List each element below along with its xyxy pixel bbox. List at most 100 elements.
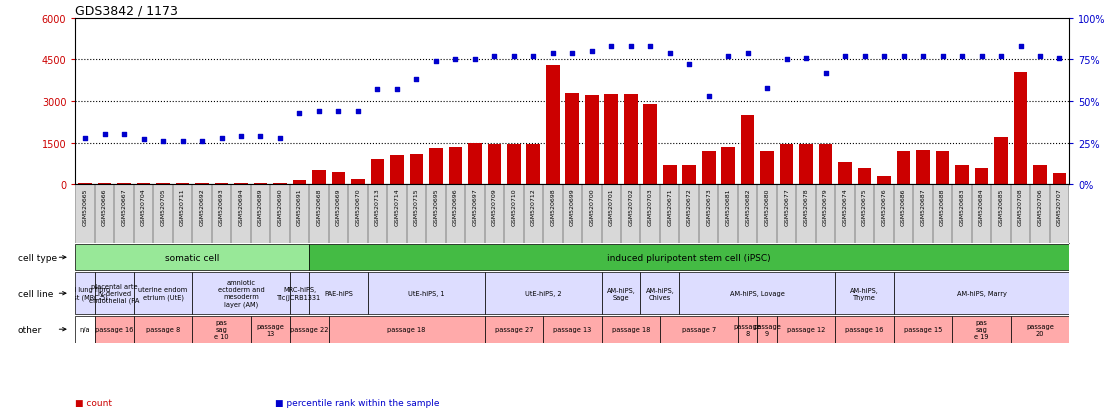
Text: GSM520710: GSM520710 <box>511 188 516 225</box>
Bar <box>484 273 602 314</box>
Text: GSM520674: GSM520674 <box>842 188 848 225</box>
Text: GSM520689: GSM520689 <box>258 188 263 225</box>
Bar <box>1053 174 1066 185</box>
Text: passage 22: passage 22 <box>290 326 328 332</box>
Bar <box>215 183 228 185</box>
Bar <box>835 273 894 314</box>
Text: GSM520706: GSM520706 <box>1037 188 1043 225</box>
Text: induced pluripotent stem cell (iPSC): induced pluripotent stem cell (iPSC) <box>607 253 771 262</box>
Text: GSM520682: GSM520682 <box>746 188 750 225</box>
Point <box>290 110 308 116</box>
Point <box>660 50 678 57</box>
Point <box>622 43 639 50</box>
Text: GSM520700: GSM520700 <box>589 188 594 225</box>
Text: placental arte
ry-derived
endothelial (PA: placental arte ry-derived endothelial (P… <box>89 283 140 304</box>
Bar <box>760 152 774 185</box>
Text: GSM520714: GSM520714 <box>394 188 399 225</box>
Text: somatic cell: somatic cell <box>165 253 219 262</box>
Bar <box>896 152 911 185</box>
Text: GSM520677: GSM520677 <box>784 188 789 225</box>
Bar <box>329 316 484 343</box>
Bar <box>429 149 443 185</box>
Text: AM-hiPS,
Chives: AM-hiPS, Chives <box>646 287 675 300</box>
Point <box>855 54 873 60</box>
Point <box>369 87 387 93</box>
Text: GSM520672: GSM520672 <box>687 188 691 225</box>
Text: fetal lung fibro
blast (MRC-5): fetal lung fibro blast (MRC-5) <box>61 287 110 300</box>
Text: GSM520699: GSM520699 <box>570 188 575 225</box>
Text: GSM520683: GSM520683 <box>960 188 965 225</box>
Text: GSM520698: GSM520698 <box>551 188 555 225</box>
Bar <box>1033 166 1047 185</box>
Point <box>115 132 133 138</box>
Point <box>233 133 250 140</box>
Bar <box>507 145 521 185</box>
Text: GSM520668: GSM520668 <box>317 188 321 225</box>
Point <box>1050 55 1068 62</box>
Bar <box>390 156 403 185</box>
Point <box>992 54 1009 60</box>
Point <box>95 132 113 138</box>
Bar <box>952 316 1010 343</box>
Text: GSM520680: GSM520680 <box>765 188 770 225</box>
Bar <box>605 95 618 185</box>
Point <box>310 108 328 115</box>
Point <box>388 87 406 93</box>
Bar <box>819 145 832 185</box>
Text: passage
20: passage 20 <box>1026 323 1054 336</box>
Text: AM-hiPS,
Sage: AM-hiPS, Sage <box>606 287 635 300</box>
Point <box>778 57 796 64</box>
Text: passage 15: passage 15 <box>904 326 942 332</box>
Text: GSM520679: GSM520679 <box>823 188 828 225</box>
Text: GSM520690: GSM520690 <box>277 188 283 225</box>
Bar <box>449 147 462 185</box>
Bar <box>878 176 891 185</box>
Bar <box>758 316 777 343</box>
Text: passage 18: passage 18 <box>612 326 650 332</box>
Point <box>544 50 562 57</box>
Text: passage 18: passage 18 <box>388 326 425 332</box>
Text: GSM520708: GSM520708 <box>1018 188 1023 225</box>
Text: AM-hiPS, Lovage: AM-hiPS, Lovage <box>730 290 784 297</box>
Point <box>485 54 503 60</box>
Bar <box>936 152 950 185</box>
Bar <box>644 104 657 185</box>
Bar <box>799 145 813 185</box>
Text: passage 16: passage 16 <box>95 326 133 332</box>
Point <box>1012 43 1029 50</box>
Bar <box>894 273 1069 314</box>
Bar <box>312 171 326 185</box>
Bar <box>565 93 579 185</box>
Point <box>427 59 444 65</box>
Text: uterine endom
etrium (UtE): uterine endom etrium (UtE) <box>138 287 187 300</box>
Point <box>1032 54 1049 60</box>
Point <box>329 108 347 115</box>
Bar <box>410 154 423 185</box>
Point <box>349 108 367 115</box>
Text: GSM520686: GSM520686 <box>901 188 906 225</box>
Text: GSM520707: GSM520707 <box>1057 188 1061 225</box>
Text: GSM520705: GSM520705 <box>161 188 165 225</box>
Bar <box>602 316 660 343</box>
Text: passage 8: passage 8 <box>146 326 181 332</box>
Bar <box>117 183 131 185</box>
Text: ■ count: ■ count <box>75 398 112 407</box>
Text: UtE-hiPS, 1: UtE-hiPS, 1 <box>408 290 444 297</box>
Text: UtE-hiPS, 2: UtE-hiPS, 2 <box>525 290 562 297</box>
Text: ■ percentile rank within the sample: ■ percentile rank within the sample <box>275 398 439 407</box>
Text: GSM520702: GSM520702 <box>628 188 634 225</box>
Bar <box>741 116 755 185</box>
Text: passage
8: passage 8 <box>733 323 761 336</box>
Text: GSM520713: GSM520713 <box>375 188 380 225</box>
Text: GSM520691: GSM520691 <box>297 188 302 225</box>
Text: GSM520681: GSM520681 <box>726 188 730 225</box>
Bar <box>193 273 289 314</box>
Bar <box>156 183 170 185</box>
Bar <box>1010 316 1069 343</box>
Bar <box>780 145 793 185</box>
Point <box>252 133 269 140</box>
Bar <box>624 95 637 185</box>
Bar <box>660 316 738 343</box>
Text: passage 7: passage 7 <box>681 326 716 332</box>
Bar <box>721 147 735 185</box>
